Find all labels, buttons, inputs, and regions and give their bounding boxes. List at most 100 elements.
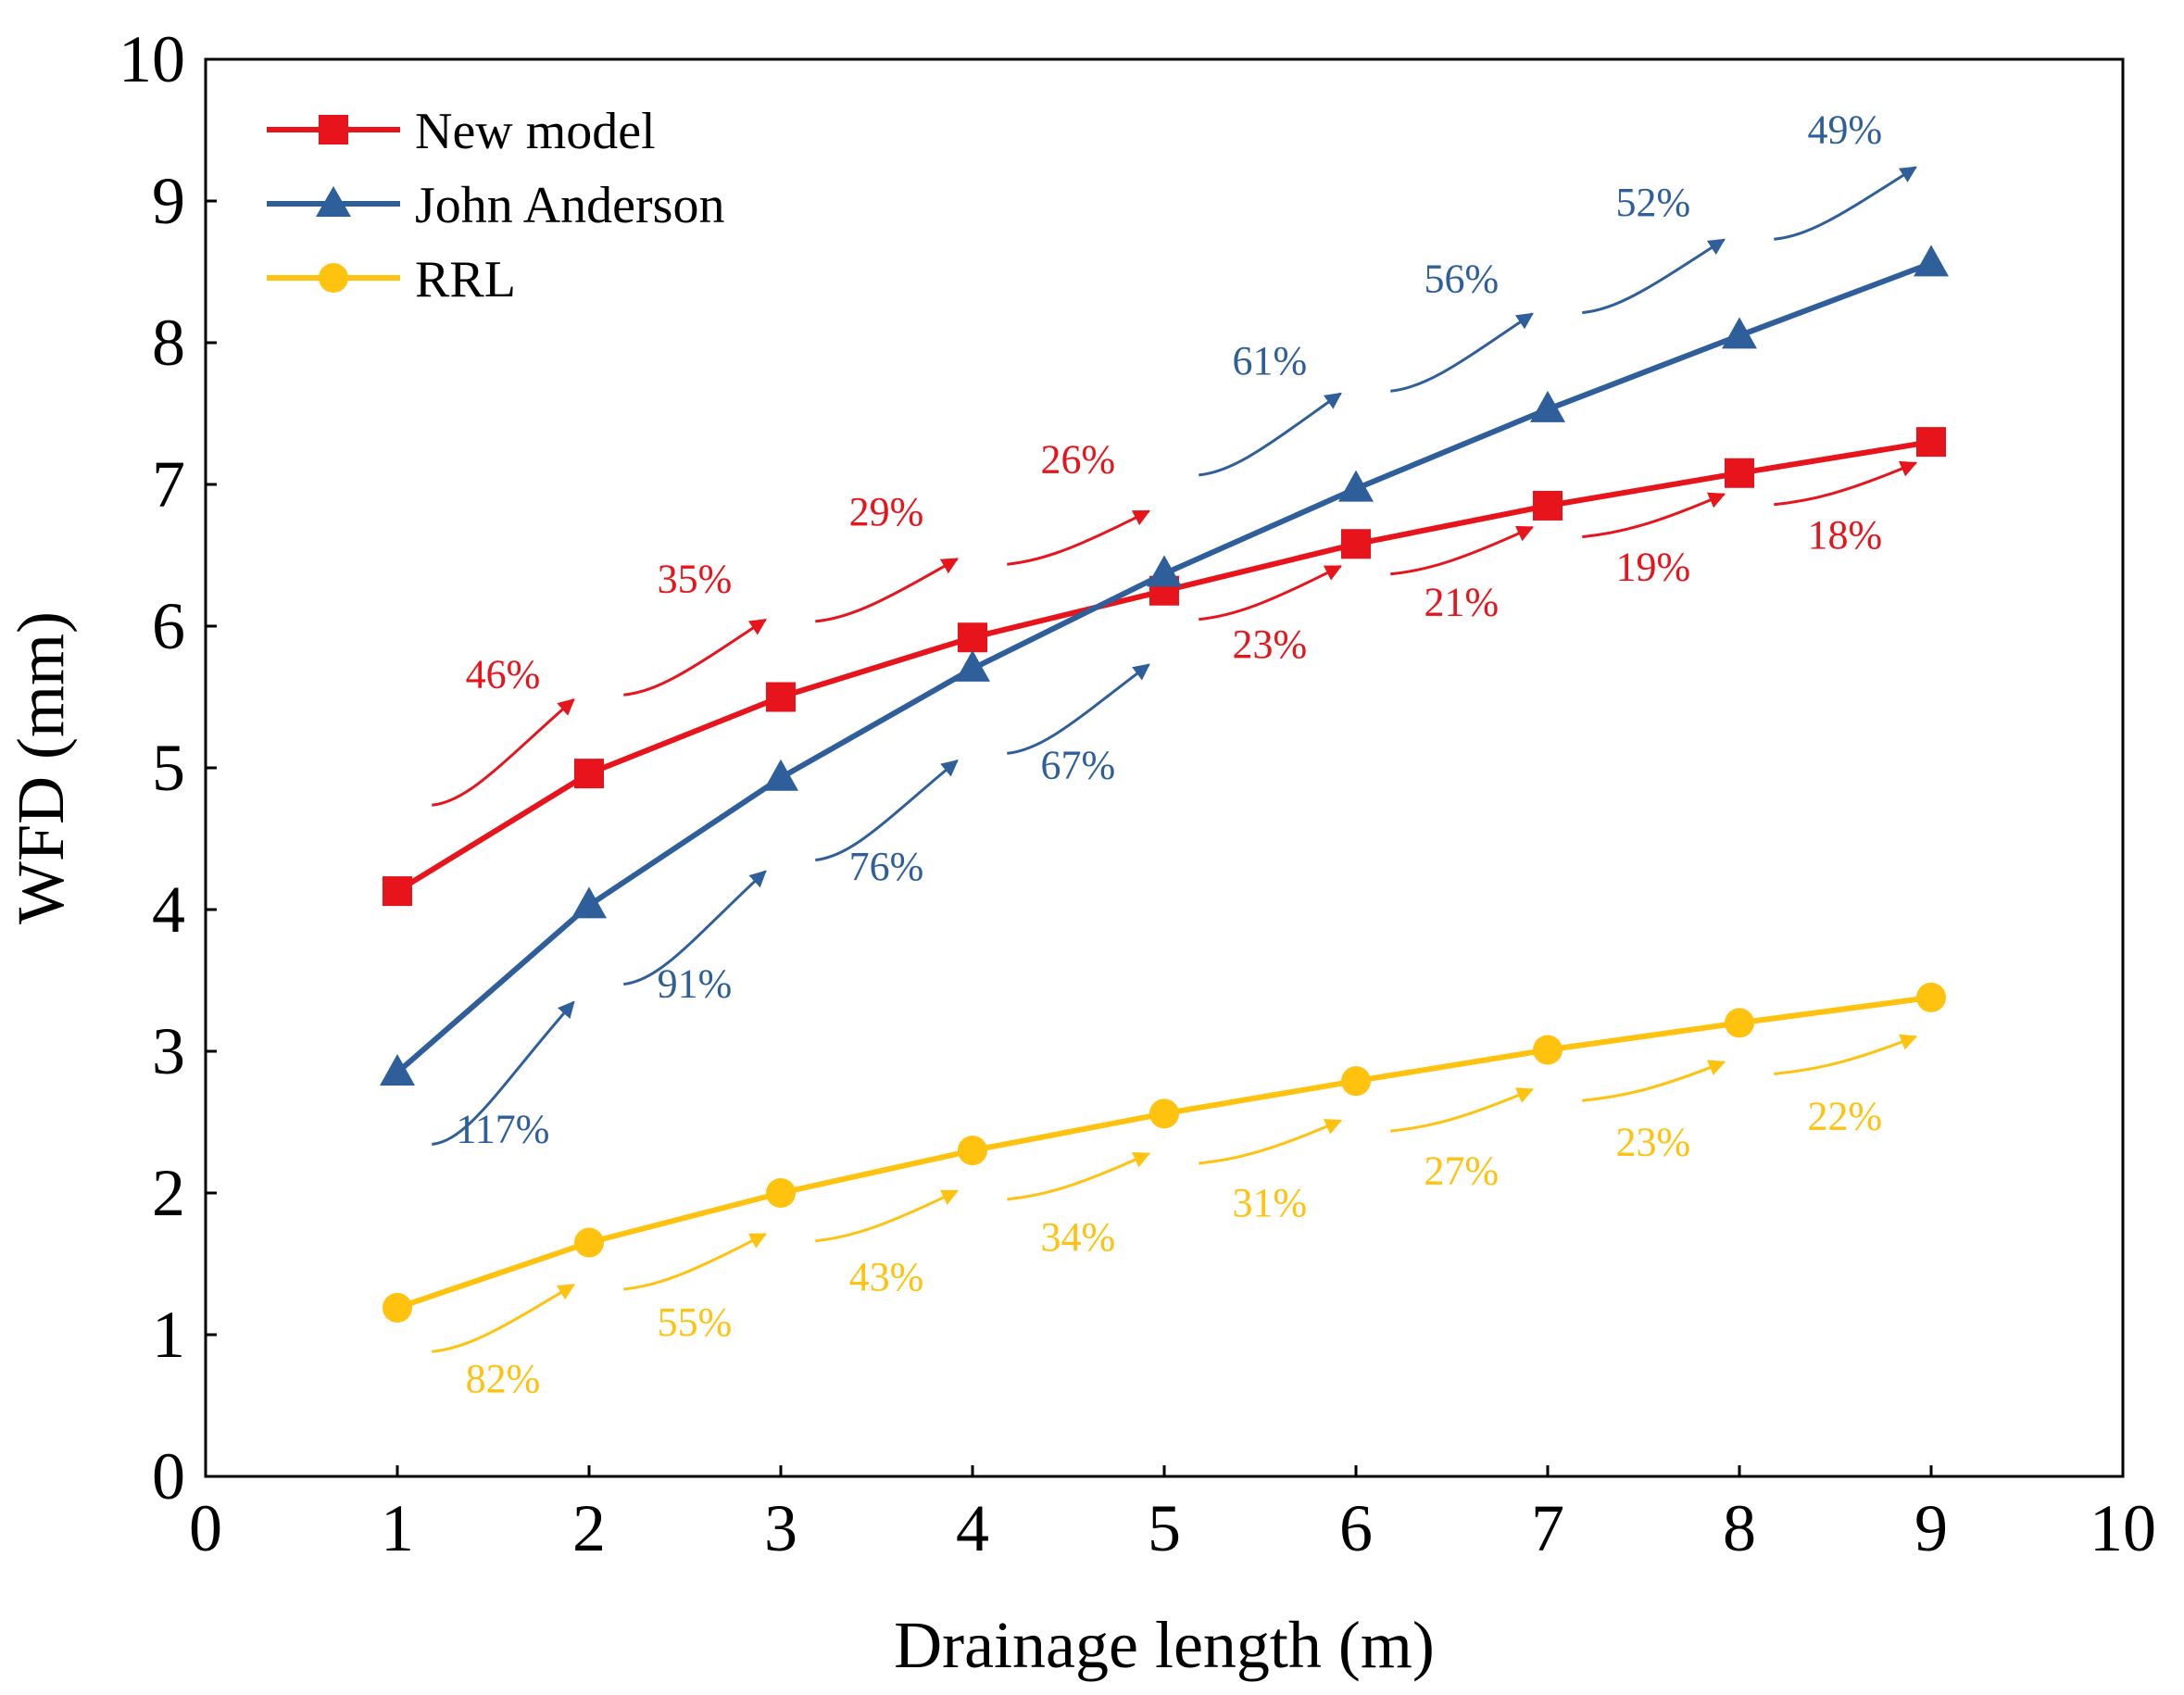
point-new-model-4 bbox=[958, 622, 987, 653]
annotation-label-new-model-5: 21% bbox=[1424, 580, 1499, 625]
annotation-label-new-model-3: 26% bbox=[1040, 437, 1115, 483]
annotation-label-rrl-2: 43% bbox=[849, 1254, 924, 1300]
point-rrl-3 bbox=[766, 1178, 796, 1208]
annotation-label-john-anderson-0: 117% bbox=[456, 1107, 549, 1152]
x-tick-label-2: 2 bbox=[572, 1491, 606, 1565]
x-tick-label-0: 0 bbox=[189, 1491, 222, 1565]
point-john-anderson-9 bbox=[1914, 245, 1949, 277]
annotation-label-john-anderson-6: 52% bbox=[1615, 180, 1690, 225]
point-new-model-7 bbox=[1533, 490, 1563, 521]
point-john-anderson-8 bbox=[1722, 317, 1757, 349]
legend-marker-rrl bbox=[319, 263, 348, 293]
axis-ticks bbox=[204, 57, 2125, 1478]
y-tick-label-8: 8 bbox=[152, 306, 185, 380]
y-tick-label-4: 4 bbox=[152, 873, 185, 947]
annotation-label-rrl-0: 82% bbox=[466, 1356, 541, 1401]
point-rrl-7 bbox=[1533, 1035, 1563, 1065]
y-tick-label-0: 0 bbox=[152, 1439, 185, 1513]
legend-label-new-model: New model bbox=[415, 103, 656, 160]
x-tick-label-1: 1 bbox=[381, 1491, 414, 1565]
x-tick-label-4: 4 bbox=[956, 1491, 989, 1565]
series-john-anderson bbox=[380, 245, 1949, 1086]
x-tick-label-6: 6 bbox=[1339, 1491, 1373, 1565]
annotation-arrow-john-anderson-0 bbox=[432, 1000, 575, 1146]
legend: New model John Anderson RRL bbox=[267, 103, 724, 308]
annotation-label-new-model-1: 35% bbox=[658, 557, 733, 602]
annotation-arrow-rrl-3 bbox=[1007, 1151, 1151, 1201]
annotation-label-new-model-2: 29% bbox=[849, 489, 924, 534]
annotation-label-new-model-7: 18% bbox=[1807, 512, 1882, 558]
annotation-arrow-john-anderson-2 bbox=[815, 760, 959, 861]
axis-tick-labels: 0 1 2 3 4 5 6 7 8 9 10 0 1 2 3 4 5 6 7 8 9 10 bbox=[119, 22, 2156, 1565]
annotation-label-john-anderson-5: 56% bbox=[1424, 257, 1499, 302]
annotation-label-rrl-4: 31% bbox=[1232, 1180, 1307, 1225]
y-tick-label-9: 9 bbox=[152, 164, 185, 238]
annotation-arrow-new-model-5 bbox=[1390, 525, 1535, 576]
annotation-label-john-anderson-1: 91% bbox=[658, 961, 733, 1007]
annotation-label-new-model-4: 23% bbox=[1232, 622, 1307, 667]
annotation-arrow-john-anderson-7 bbox=[1774, 166, 1917, 241]
annotation-label-rrl-6: 23% bbox=[1615, 1120, 1690, 1165]
point-rrl-1 bbox=[383, 1292, 412, 1323]
series-line-new-model bbox=[395, 439, 1932, 894]
annotation-arrow-john-anderson-4 bbox=[1199, 392, 1342, 477]
point-john-anderson-3 bbox=[763, 759, 798, 791]
point-new-model-3 bbox=[766, 682, 796, 712]
x-tick-label-9: 9 bbox=[1914, 1491, 1948, 1565]
y-tick-label-7: 7 bbox=[152, 447, 185, 521]
point-john-anderson-6 bbox=[1338, 470, 1374, 502]
annotation-arrow-new-model-4 bbox=[1199, 564, 1343, 622]
y-tick-label-5: 5 bbox=[152, 731, 185, 805]
point-new-model-9 bbox=[1916, 427, 1946, 458]
annotation-arrow-new-model-1 bbox=[623, 618, 767, 697]
point-john-anderson-5 bbox=[1147, 555, 1182, 587]
annotation-arrow-rrl-6 bbox=[1582, 1060, 1726, 1102]
point-rrl-5 bbox=[1149, 1099, 1179, 1129]
legend-label-rrl: RRL bbox=[415, 251, 516, 308]
y-tick-label-3: 3 bbox=[152, 1014, 185, 1088]
annotation-arrow-john-anderson-6 bbox=[1582, 238, 1726, 315]
annotation-arrow-new-model-0 bbox=[432, 698, 575, 807]
point-john-anderson-2 bbox=[571, 886, 607, 919]
annotation-label-rrl-7: 22% bbox=[1807, 1093, 1882, 1138]
annotation-arrow-rrl-5 bbox=[1390, 1087, 1535, 1133]
y-tick-label-1: 1 bbox=[152, 1298, 185, 1372]
series-layer bbox=[380, 245, 1949, 1323]
annotation-arrow-rrl-0 bbox=[432, 1283, 575, 1353]
point-rrl-9 bbox=[1916, 982, 1946, 1012]
annotation-arrow-rrl-7 bbox=[1774, 1034, 1918, 1075]
annotation-layer: 46% 35% 29% 26% 23% 21% 19% 18% 117% 91% 76% 67% 61%… bbox=[432, 107, 1918, 1401]
x-tick-label-5: 5 bbox=[1148, 1491, 1181, 1565]
y-tick-label-6: 6 bbox=[152, 589, 185, 663]
x-axis-title: Drainage length (m) bbox=[894, 1608, 1435, 1682]
annotation-arrow-john-anderson-3 bbox=[1007, 663, 1150, 755]
point-new-model-6 bbox=[1341, 529, 1371, 559]
annotation-arrow-new-model-6 bbox=[1582, 492, 1726, 539]
point-new-model-8 bbox=[1725, 458, 1754, 488]
y-tick-label-2: 2 bbox=[152, 1156, 185, 1230]
y-tick-label-10: 10 bbox=[119, 22, 185, 96]
annotation-label-new-model-0: 46% bbox=[466, 651, 541, 697]
series-rrl bbox=[383, 982, 1946, 1323]
annotation-label-john-anderson-7: 49% bbox=[1807, 107, 1882, 152]
annotation-label-rrl-1: 55% bbox=[658, 1300, 733, 1345]
annotation-label-rrl-3: 34% bbox=[1040, 1214, 1115, 1260]
legend-marker-new-model bbox=[319, 115, 348, 144]
annotation-arrow-new-model-3 bbox=[1007, 509, 1151, 566]
legend-marker-john-anderson bbox=[316, 186, 351, 217]
annotation-label-john-anderson-4: 61% bbox=[1232, 338, 1307, 383]
annotation-arrow-rrl-4 bbox=[1199, 1119, 1343, 1165]
point-john-anderson-4 bbox=[955, 649, 990, 682]
series-line-john-anderson bbox=[395, 260, 1933, 1075]
point-new-model-2 bbox=[574, 759, 604, 789]
legend-label-john-anderson: John Anderson bbox=[415, 177, 724, 234]
annotation-label-rrl-5: 27% bbox=[1424, 1149, 1499, 1194]
point-rrl-6 bbox=[1341, 1066, 1371, 1097]
point-john-anderson-7 bbox=[1530, 390, 1565, 422]
annotation-arrow-rrl-1 bbox=[623, 1232, 767, 1291]
x-tick-label-7: 7 bbox=[1531, 1491, 1564, 1565]
annotation-arrow-john-anderson-5 bbox=[1390, 312, 1534, 393]
annotation-arrow-new-model-2 bbox=[815, 558, 959, 623]
point-rrl-4 bbox=[958, 1136, 987, 1166]
annotation-arrow-rrl-2 bbox=[815, 1189, 960, 1243]
